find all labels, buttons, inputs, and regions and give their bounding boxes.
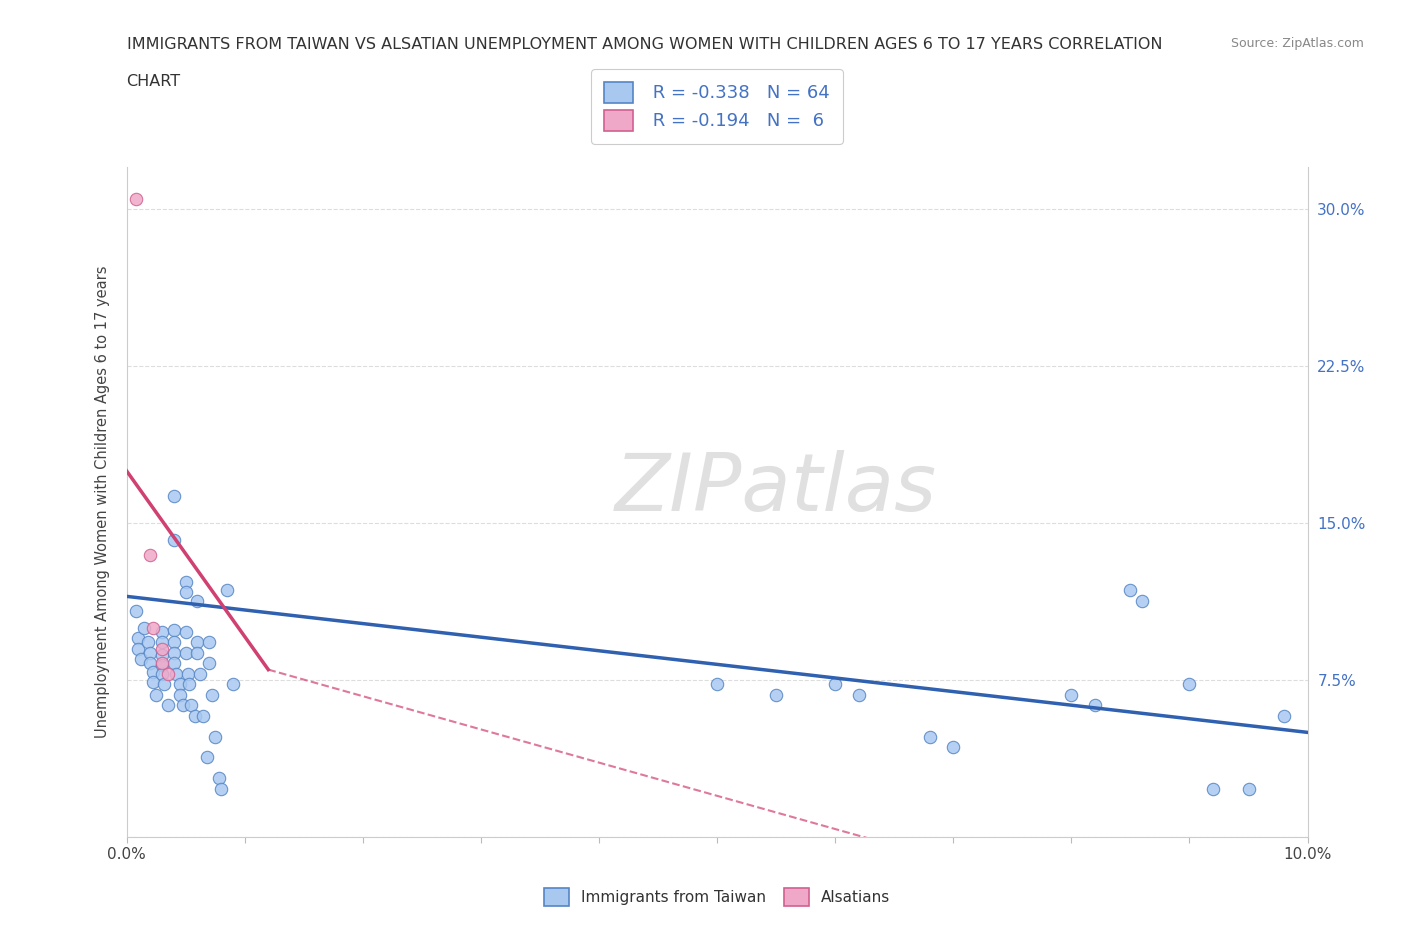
Point: [706, 677, 728, 692]
Point: [1272, 709, 1295, 724]
Point: [198, 656, 221, 671]
Point: [208, 771, 231, 786]
Point: [209, 781, 232, 796]
Point: [139, 656, 162, 671]
Point: [141, 675, 163, 690]
Point: [150, 647, 173, 662]
Point: [150, 642, 173, 657]
Point: [139, 645, 162, 660]
Point: [125, 192, 148, 206]
Point: [141, 664, 163, 679]
Point: [1237, 781, 1260, 796]
Point: [163, 656, 186, 671]
Point: [174, 585, 197, 600]
Point: [174, 625, 197, 640]
Point: [136, 635, 159, 650]
Point: [215, 582, 238, 598]
Point: [222, 677, 245, 692]
Point: [145, 687, 167, 702]
Point: [163, 645, 186, 660]
Point: [163, 622, 186, 637]
Point: [177, 666, 200, 681]
Point: [150, 635, 173, 650]
Point: [1060, 687, 1083, 702]
Text: CHART: CHART: [127, 74, 180, 89]
Point: [129, 652, 152, 667]
Point: [186, 593, 208, 608]
Point: [172, 698, 194, 712]
Point: [186, 645, 208, 660]
Point: [150, 658, 173, 673]
Point: [180, 698, 202, 712]
Point: [918, 729, 941, 744]
Point: [848, 687, 870, 702]
Point: [156, 698, 179, 712]
Point: [169, 687, 191, 702]
Legend: Immigrants from Taiwan, Alsatians: Immigrants from Taiwan, Alsatians: [533, 877, 901, 916]
Point: [156, 666, 179, 681]
Point: [150, 656, 173, 671]
Point: [150, 666, 173, 681]
Point: [141, 620, 163, 635]
Point: [127, 642, 149, 657]
Point: [198, 635, 221, 650]
Point: [174, 645, 197, 660]
Point: [204, 729, 226, 744]
Point: [174, 575, 197, 590]
Point: [193, 709, 215, 724]
Point: [150, 625, 173, 640]
Point: [942, 739, 965, 754]
Point: [179, 677, 201, 692]
Point: [163, 488, 186, 503]
Point: [153, 677, 176, 692]
Point: [1119, 582, 1142, 598]
Point: [195, 750, 218, 764]
Point: [139, 547, 162, 562]
Point: [184, 709, 207, 724]
Point: [163, 532, 186, 547]
Y-axis label: Unemployment Among Women with Children Ages 6 to 17 years: Unemployment Among Women with Children A…: [94, 266, 110, 738]
Point: [1178, 677, 1201, 692]
Point: [125, 604, 148, 618]
Point: [127, 631, 149, 645]
Point: [188, 666, 211, 681]
Point: [1084, 698, 1107, 712]
Text: ZIPatlas: ZIPatlas: [614, 450, 938, 528]
Text: Source: ZipAtlas.com: Source: ZipAtlas.com: [1230, 37, 1364, 50]
Point: [186, 635, 208, 650]
Point: [165, 666, 187, 681]
Point: [765, 687, 787, 702]
Point: [824, 677, 846, 692]
Text: IMMIGRANTS FROM TAIWAN VS ALSATIAN UNEMPLOYMENT AMONG WOMEN WITH CHILDREN AGES 6: IMMIGRANTS FROM TAIWAN VS ALSATIAN UNEMP…: [127, 37, 1161, 52]
Point: [1130, 593, 1153, 608]
Point: [163, 635, 186, 650]
Point: [1202, 781, 1225, 796]
Point: [169, 677, 191, 692]
Point: [134, 620, 156, 635]
Point: [200, 687, 222, 702]
